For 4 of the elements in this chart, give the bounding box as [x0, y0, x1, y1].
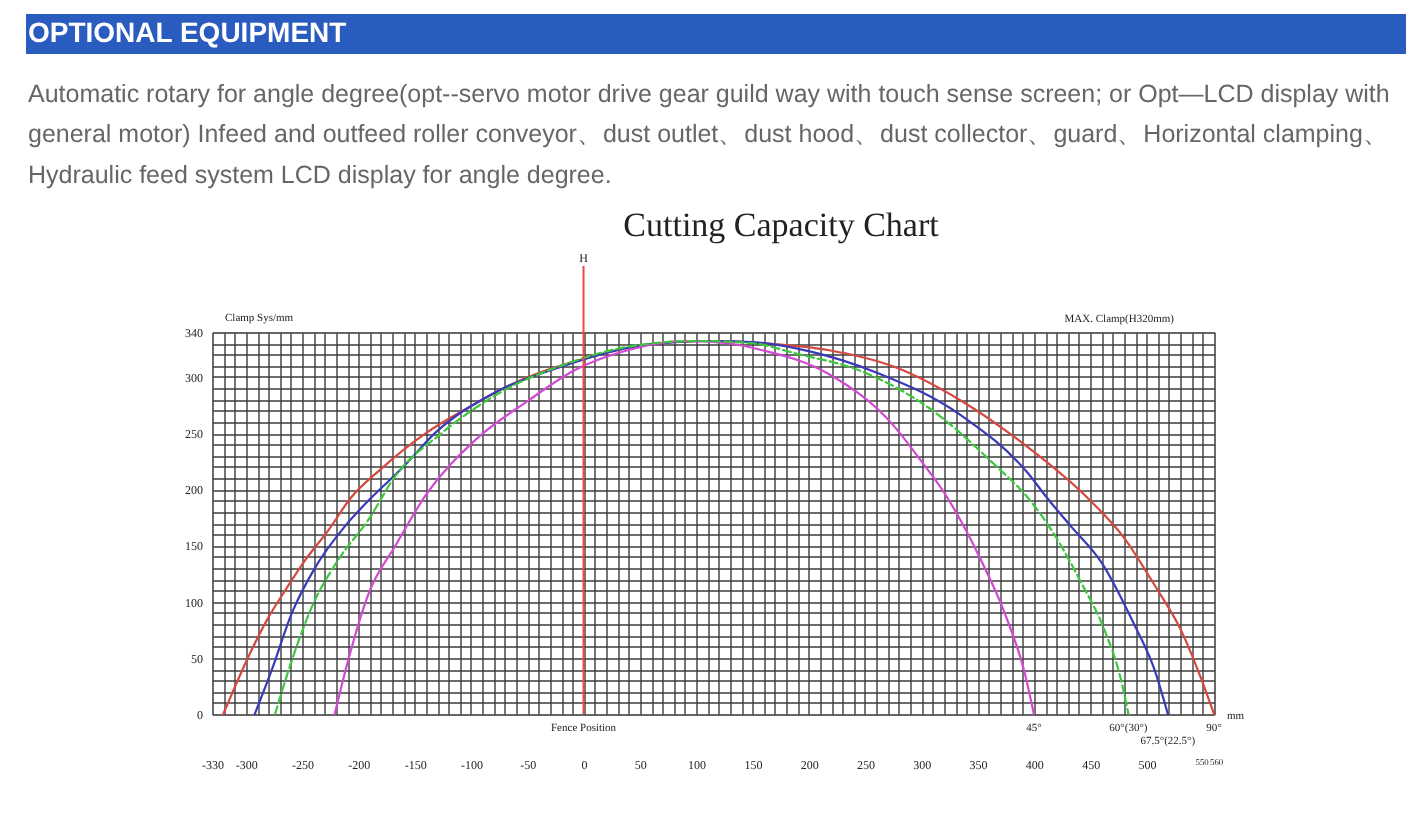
line-series: [333, 339, 1035, 716]
text: Automatic rotary for angle degree(opt--servo motor drive gear guild way with touch sense screen; or Opt—LCD display with general motor) Infeed and outfeed roller conveyor、dust outlet、dust hood、dust collector、guard、Horizontal clamping、Hydraulic feed system LCD display for angle degree.: [28, 80, 1390, 189]
chart-title: Cutting Capacity Chart: [623, 206, 940, 244]
text: OPTIONAL EQUIPMENT: [28, 16, 348, 48]
